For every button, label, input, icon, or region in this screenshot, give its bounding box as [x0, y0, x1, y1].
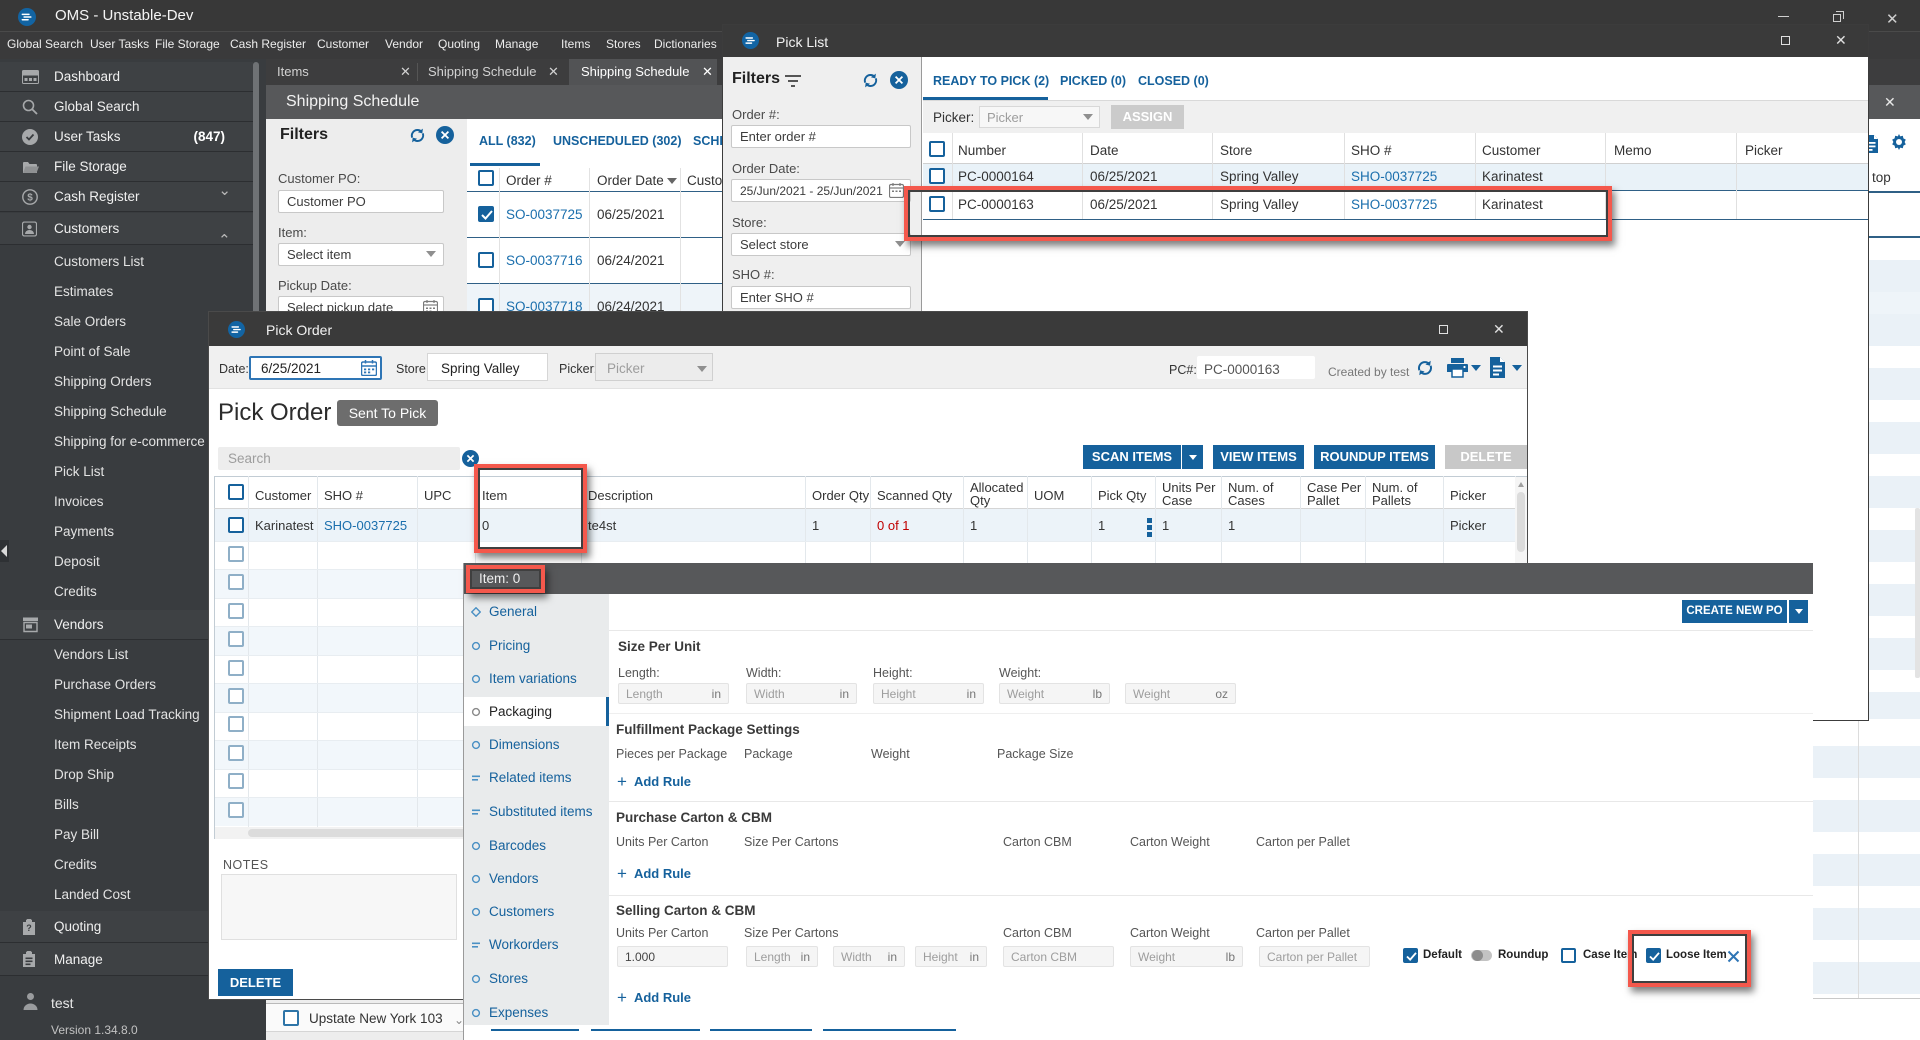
svg-text:$: $	[27, 192, 33, 203]
svg-text:?: ?	[26, 923, 32, 933]
